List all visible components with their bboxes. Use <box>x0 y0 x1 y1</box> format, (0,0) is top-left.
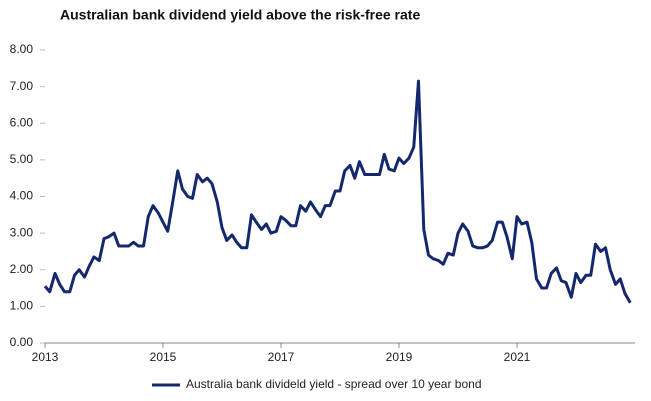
x-tick-label: 2015 <box>150 350 177 364</box>
y-tick-label: 5.00 <box>10 152 34 166</box>
y-tick-label: 6.00 <box>10 115 34 129</box>
series-line <box>43 79 632 304</box>
y-tick-label: 4.00 <box>10 189 34 203</box>
y-tick-label: 8.00 <box>10 42 34 56</box>
y-tick-label: 3.00 <box>10 225 34 239</box>
legend-label: Australia bank divideld yield - spread o… <box>186 377 482 391</box>
x-tick-label: 2013 <box>32 350 59 364</box>
x-tick-label: 2019 <box>386 350 413 364</box>
y-tick-label: 2.00 <box>10 262 34 276</box>
y-tick-label: 0.00 <box>10 335 34 349</box>
chart-title: Australian bank dividend yield above the… <box>60 7 420 23</box>
y-tick-label: 1.00 <box>10 299 34 313</box>
x-tick-label: 2021 <box>504 350 531 364</box>
x-tick-label: 2017 <box>268 350 295 364</box>
y-tick-label: 7.00 <box>10 79 34 93</box>
